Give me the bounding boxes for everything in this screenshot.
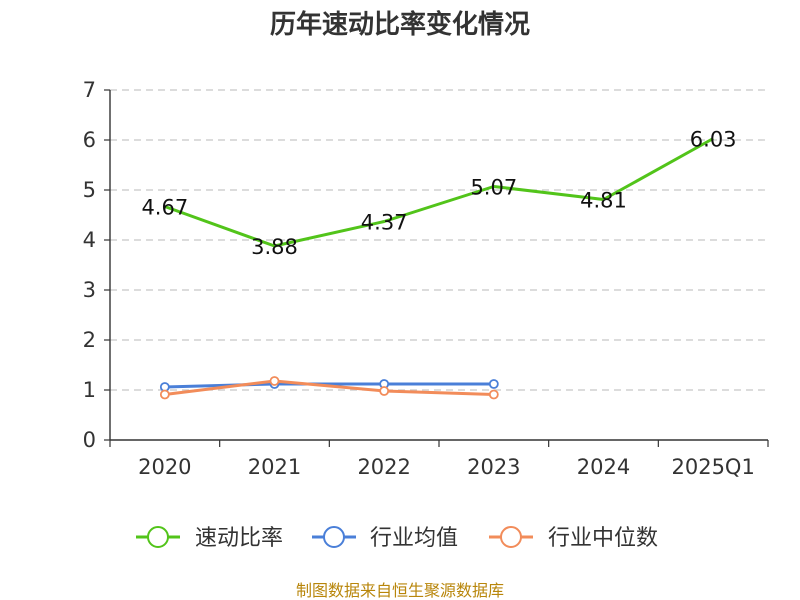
series-point[interactable] [488, 389, 499, 400]
data-label: 6.03 [690, 128, 737, 152]
series-point[interactable] [379, 386, 390, 396]
legend-label: 行业中位数 [548, 526, 658, 551]
series-point[interactable] [269, 376, 280, 386]
data-labels: 4.67 3.88 4.37 5.07 4.81 6.03 [141, 128, 736, 260]
legend-marker [323, 526, 345, 548]
y-tick-label: 1 [83, 378, 96, 402]
grid [110, 89, 768, 391]
x-tick-label: 2022 [357, 455, 410, 479]
y-tick-label: 5 [83, 178, 96, 202]
legend[interactable]: 速动比率 行业均值 行业中位数 [136, 526, 658, 551]
y-tick-label: 7 [83, 78, 96, 102]
x-tick-label: 2024 [577, 455, 630, 479]
legend-label: 行业均值 [370, 526, 458, 551]
chart-title: 历年速动比率变化情况 [270, 9, 530, 40]
legend-label: 速动比率 [195, 526, 283, 551]
series-line-2 [164, 379, 494, 396]
data-label: 5.07 [470, 176, 517, 200]
x-tick-label: 2021 [248, 455, 301, 479]
series-point[interactable] [159, 389, 170, 400]
legend-item[interactable]: 速动比率 [136, 526, 283, 551]
x-tick-label: 2023 [467, 455, 520, 479]
y-tick-label: 4 [83, 228, 96, 252]
y-tick-label: 0 [83, 428, 96, 452]
series-line-1 [164, 382, 494, 389]
x-tick-label: 2020 [138, 455, 191, 479]
series-group [159, 137, 714, 400]
data-label: 3.88 [251, 235, 298, 259]
y-tick-label: 6 [83, 128, 96, 152]
source-note: 制图数据来自恒生聚源数据库 [296, 581, 504, 600]
data-label: 4.37 [361, 211, 408, 235]
y-tick-label: 3 [83, 278, 96, 302]
axes: 0 1 2 3 4 5 6 7 2020 2021 2022 2023 2024 2025Q1 [83, 78, 769, 479]
legend-item[interactable]: 行业均值 [312, 526, 458, 551]
legend-item[interactable]: 行业中位数 [489, 526, 658, 551]
legend-marker [147, 526, 169, 548]
data-label: 4.81 [580, 189, 627, 213]
x-tick-label: 2025Q1 [671, 455, 754, 479]
series-line-0 [164, 137, 714, 248]
data-label: 4.67 [141, 196, 188, 220]
legend-marker [500, 526, 522, 548]
series-point[interactable] [488, 379, 499, 389]
y-tick-label: 2 [83, 328, 96, 352]
